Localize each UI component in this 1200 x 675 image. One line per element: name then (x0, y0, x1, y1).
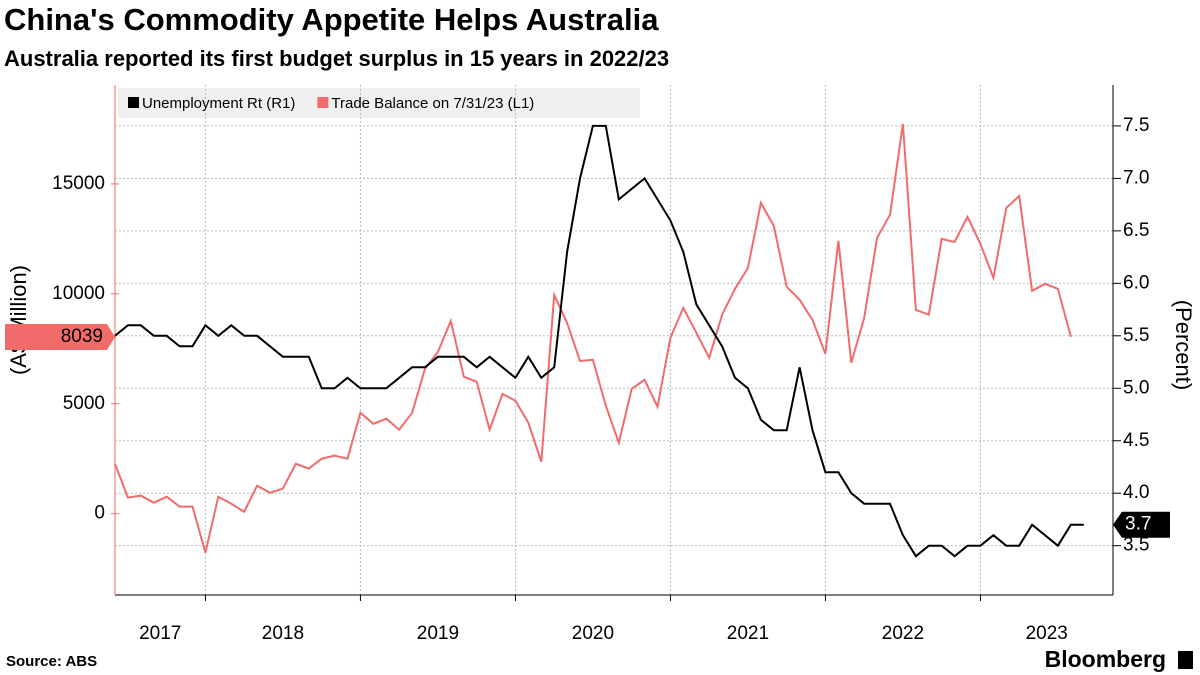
x-tick-label: 2017 (139, 623, 181, 644)
series-line (114, 123, 1072, 553)
y2-tick-label: 3.5 (1123, 535, 1149, 556)
y-tick-label: 15000 (52, 173, 105, 194)
y2-tick-label: 7.5 (1123, 115, 1149, 136)
value-label: 8039 (61, 326, 103, 347)
chart-subtitle: Australia reported its first budget surp… (4, 46, 669, 71)
brand: Bloomberg (1045, 646, 1166, 672)
y-tick-label: 0 (94, 503, 105, 524)
value-label: 3.7 (1125, 514, 1151, 535)
series-line (114, 124, 1084, 558)
y2-tick-label: 6.0 (1123, 272, 1149, 293)
brand-icon (1178, 651, 1193, 669)
legend-label: Unemployment Rt (R1) (142, 95, 295, 112)
y2-tick-label: 5.0 (1123, 377, 1149, 398)
y2-tick-label: 4.5 (1123, 430, 1149, 451)
legend-swatch (317, 97, 329, 108)
legend-label: Trade Balance on 7/31/23 (L1) (331, 95, 534, 112)
y2-tick-label: 7.0 (1123, 167, 1149, 188)
legend-swatch (128, 97, 139, 108)
x-tick-label: 2023 (1026, 623, 1068, 644)
y-tick-label: 5000 (63, 393, 105, 414)
y2-tick-label: 4.0 (1123, 482, 1149, 503)
chart-title: China's Commodity Appetite Helps Austral… (4, 2, 659, 37)
x-tick-label: 2018 (262, 623, 304, 644)
y-tick-label: 10000 (52, 283, 105, 304)
y-axis-label: (A$ Million) (6, 265, 31, 375)
x-tick-label: 2021 (727, 623, 769, 644)
source: Source: ABS (6, 653, 97, 670)
y2-axis-label: (Percent) (1171, 300, 1196, 390)
value-tag (1113, 511, 1170, 538)
x-tick-label: 2019 (417, 623, 459, 644)
value-tag (5, 323, 115, 350)
x-tick-label: 2020 (572, 623, 614, 644)
y2-tick-label: 5.5 (1123, 325, 1149, 346)
x-tick-label: 2022 (882, 623, 924, 644)
y2-tick-label: 6.5 (1123, 220, 1149, 241)
